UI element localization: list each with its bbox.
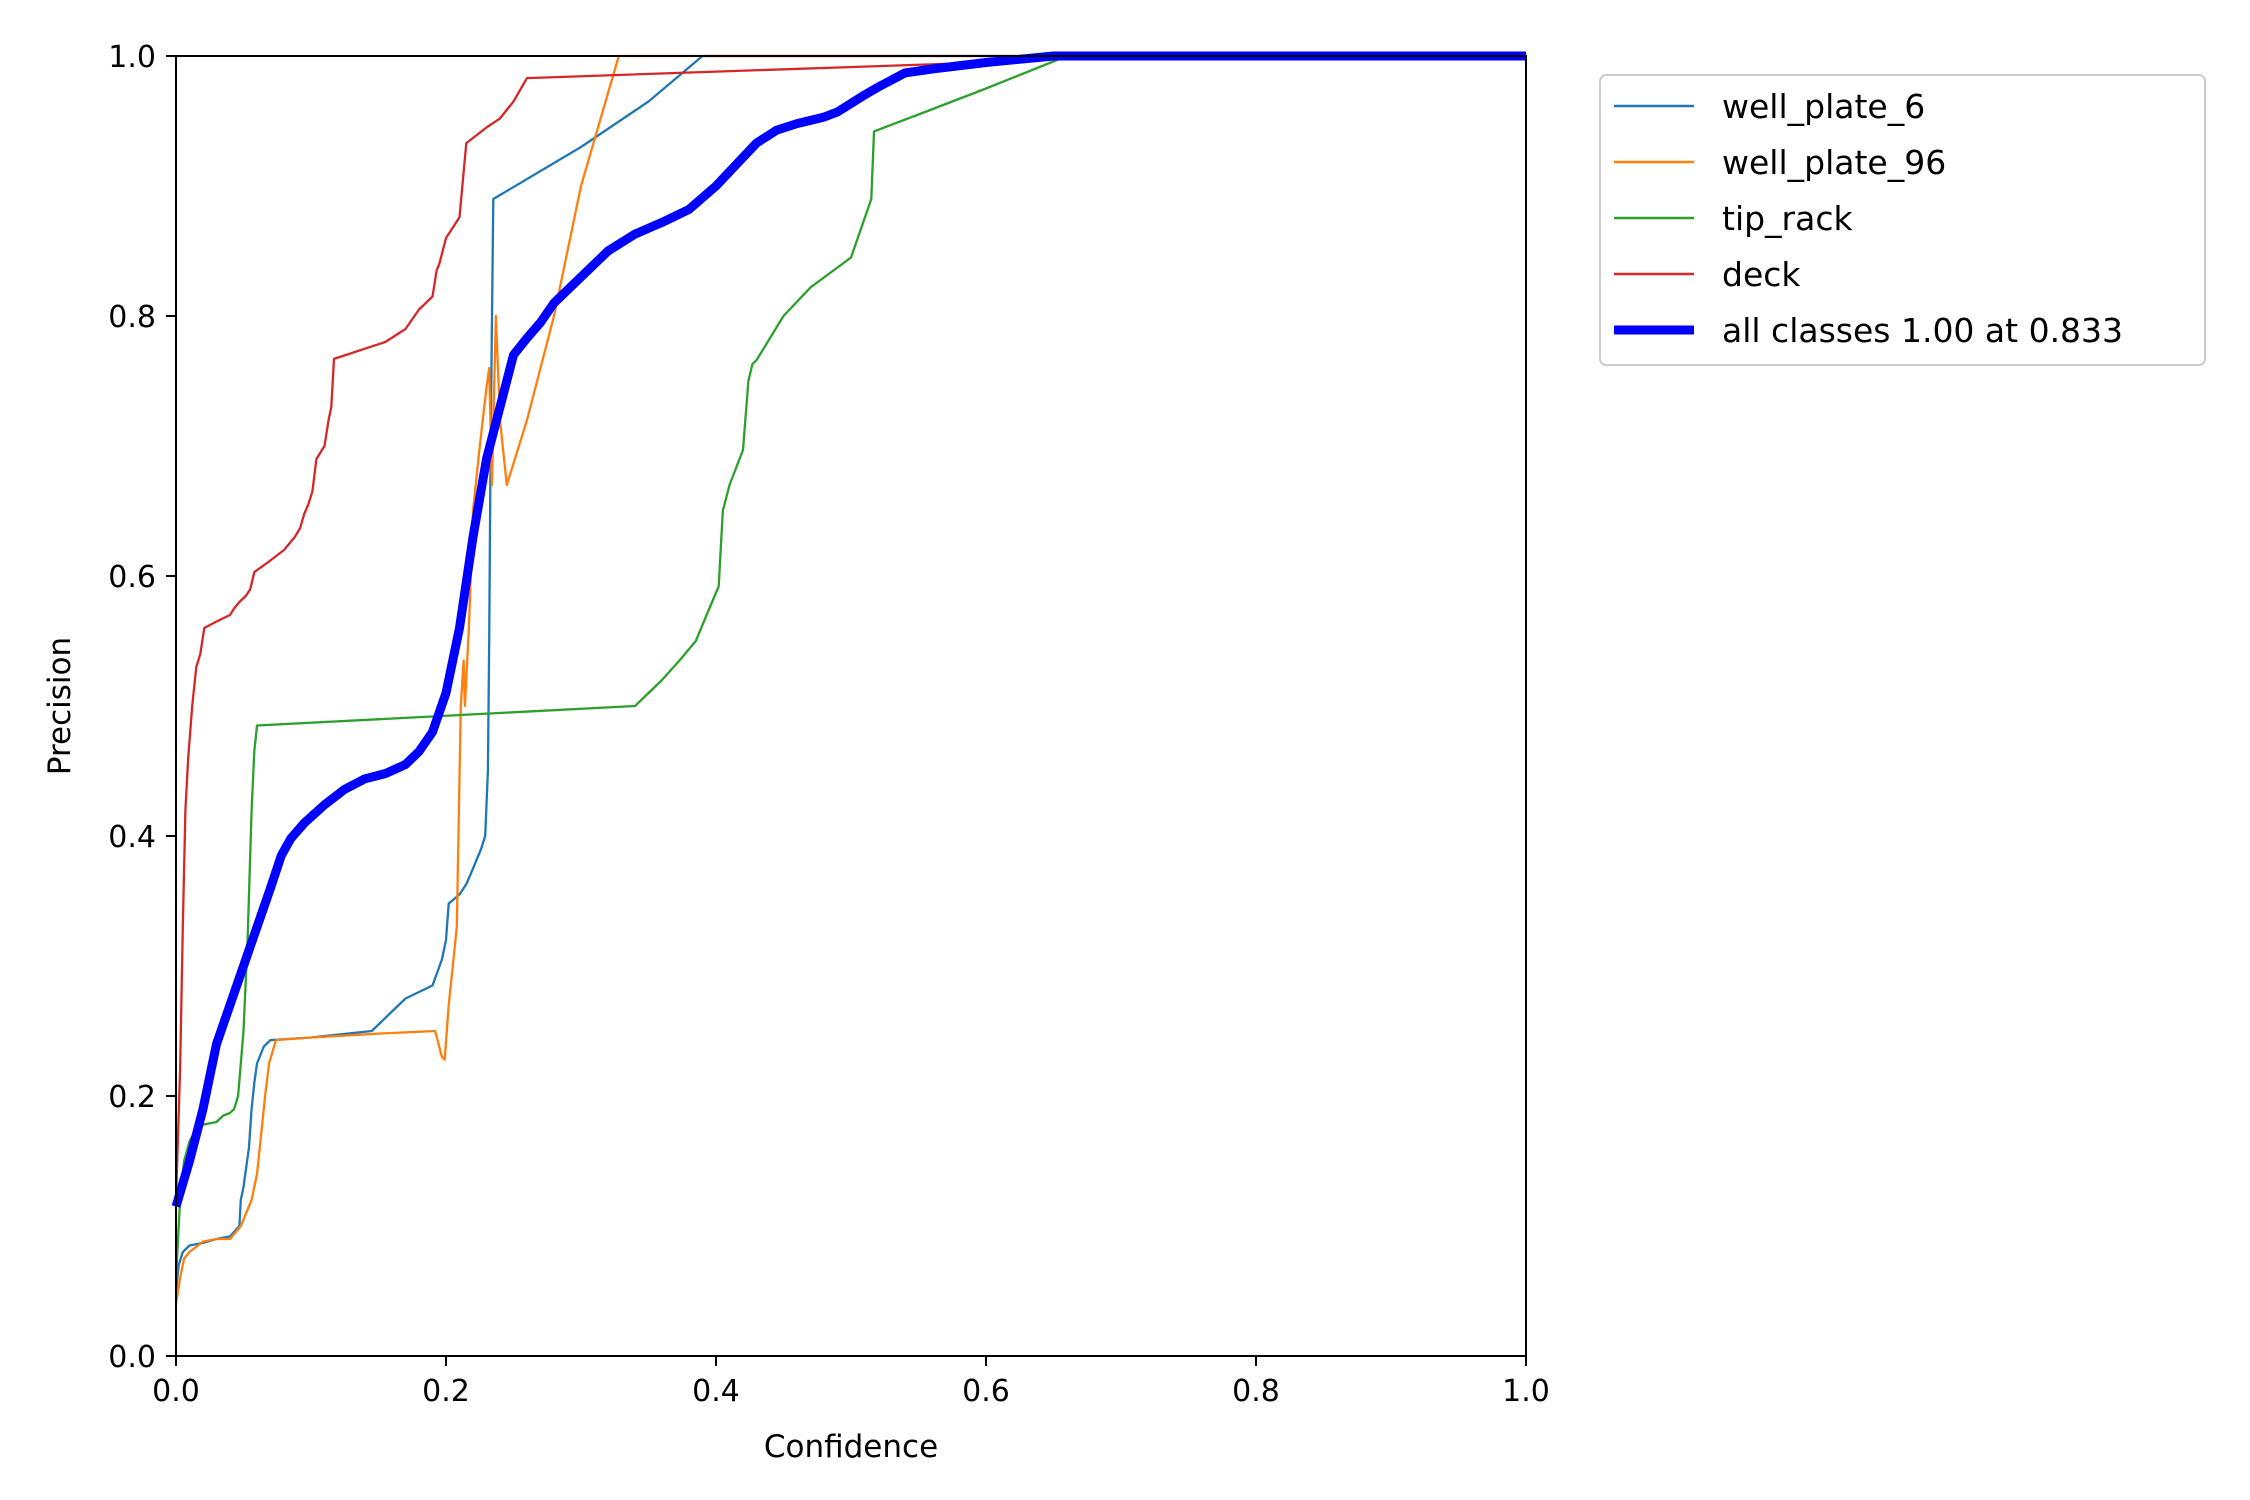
x-tick-label: 0.4 (692, 1374, 740, 1409)
legend-label-1: well_plate_96 (1722, 143, 1946, 182)
series-line-4 (171, 51, 1526, 1208)
legend-label-4: all classes 1.00 at 0.833 (1722, 311, 2123, 350)
x-axis: 0.0 0.2 0.4 0.6 0.8 1.0 (152, 1356, 1550, 1409)
x-tick-label: 0.6 (962, 1374, 1010, 1409)
plot-series-group (171, 51, 1526, 1305)
series-line-1 (174, 54, 1526, 1305)
x-axis-title: Confidence (764, 1429, 938, 1465)
series-line-2 (174, 54, 1526, 1279)
y-tick-label: 0.4 (108, 820, 156, 855)
y-axis-title: Precision (42, 637, 78, 775)
x-tick-label: 1.0 (1502, 1374, 1550, 1409)
y-tick-label: 0.0 (108, 1340, 156, 1375)
y-axis: 0.0 0.2 0.4 0.6 0.8 1.0 (108, 40, 176, 1375)
series-line-3 (174, 54, 1526, 1201)
y-tick-label: 0.8 (108, 300, 156, 335)
x-tick-label: 0.8 (1232, 1374, 1280, 1409)
x-tick-label: 0.0 (152, 1374, 200, 1409)
legend-label-0: well_plate_6 (1722, 87, 1925, 126)
series-line-0 (174, 54, 1526, 1292)
legend-label-2: tip_rack (1722, 199, 1853, 238)
y-tick-label: 0.6 (108, 560, 156, 595)
y-tick-label: 0.2 (108, 1080, 156, 1115)
x-tick-label: 0.2 (422, 1374, 470, 1409)
legend-label-3: deck (1722, 255, 1801, 294)
y-tick-label: 1.0 (108, 40, 156, 75)
plot-frame (175, 55, 1527, 1357)
legend-box (1599, 74, 2206, 366)
